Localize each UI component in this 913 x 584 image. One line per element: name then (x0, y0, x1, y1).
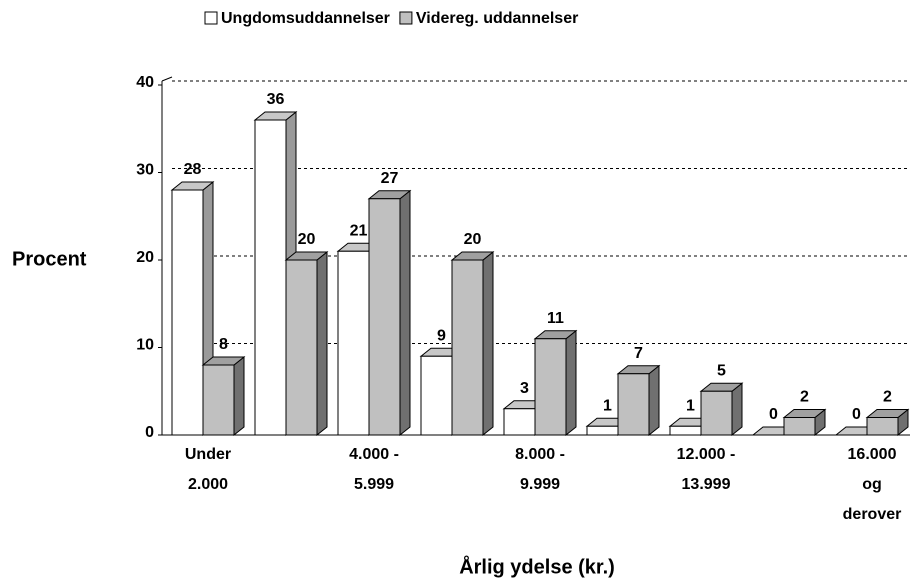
x-axis-label: Årlig ydelse (kr.) (459, 554, 615, 578)
data-label: 20 (464, 231, 482, 248)
data-label: 1 (603, 397, 612, 414)
bar (534, 338, 567, 436)
data-label: 9 (437, 327, 446, 344)
data-label: 21 (350, 222, 368, 239)
bar-side (648, 364, 660, 437)
bar (669, 425, 702, 436)
data-label: 36 (267, 91, 285, 108)
bar (337, 250, 370, 436)
y-axis-back (161, 76, 173, 82)
y-tick-label: 20 (136, 249, 154, 266)
bar-side (482, 250, 494, 437)
legend-swatch (399, 11, 413, 25)
bar (451, 259, 484, 436)
bar-side (233, 355, 245, 437)
x-tick-label: Under 2.000 (184, 446, 232, 493)
y-tick-label: 40 (136, 74, 154, 91)
bar (783, 417, 816, 436)
data-label: 8 (219, 336, 228, 353)
data-label: 20 (298, 231, 316, 248)
data-label: 1 (686, 397, 695, 414)
bar-side (565, 329, 577, 437)
x-tick-label: 16.000 og derover (842, 446, 902, 523)
bar (368, 198, 401, 436)
bar (202, 364, 235, 436)
bar (171, 189, 204, 436)
y-tick-label: 30 (136, 162, 154, 179)
data-label: 27 (381, 170, 399, 187)
data-label: 28 (184, 161, 202, 178)
x-tick-label: 4.000 - 5.999 (349, 446, 399, 493)
bar (420, 355, 453, 436)
x-tick-label: 12.000 - 13.999 (676, 446, 736, 493)
data-label: 2 (800, 389, 809, 406)
data-label: 5 (717, 362, 726, 379)
bar-side (316, 250, 328, 437)
bar-side (731, 382, 743, 437)
bar (254, 119, 287, 436)
data-label: 7 (634, 345, 643, 362)
data-label: 3 (520, 380, 529, 397)
y-axis-label: Procent (12, 248, 87, 270)
x-tick-label: 8.000 - 9.999 (515, 446, 565, 493)
bar (586, 425, 619, 436)
bar (285, 259, 318, 436)
data-label: 0 (852, 406, 861, 423)
data-label: 0 (769, 406, 778, 423)
data-label: 11 (547, 310, 564, 327)
bar (866, 417, 899, 436)
legend-label: Ungdomsuddannelser (221, 10, 390, 27)
data-label: 2 (883, 389, 892, 406)
y-tick-label: 10 (136, 337, 154, 354)
bar (700, 390, 733, 436)
legend-label: Videreg. uddannelser (416, 10, 578, 27)
y-tick-label: 0 (145, 424, 154, 441)
bar (503, 408, 536, 436)
legend-swatch (204, 11, 218, 25)
bar-side (399, 189, 411, 437)
bar (617, 373, 650, 436)
